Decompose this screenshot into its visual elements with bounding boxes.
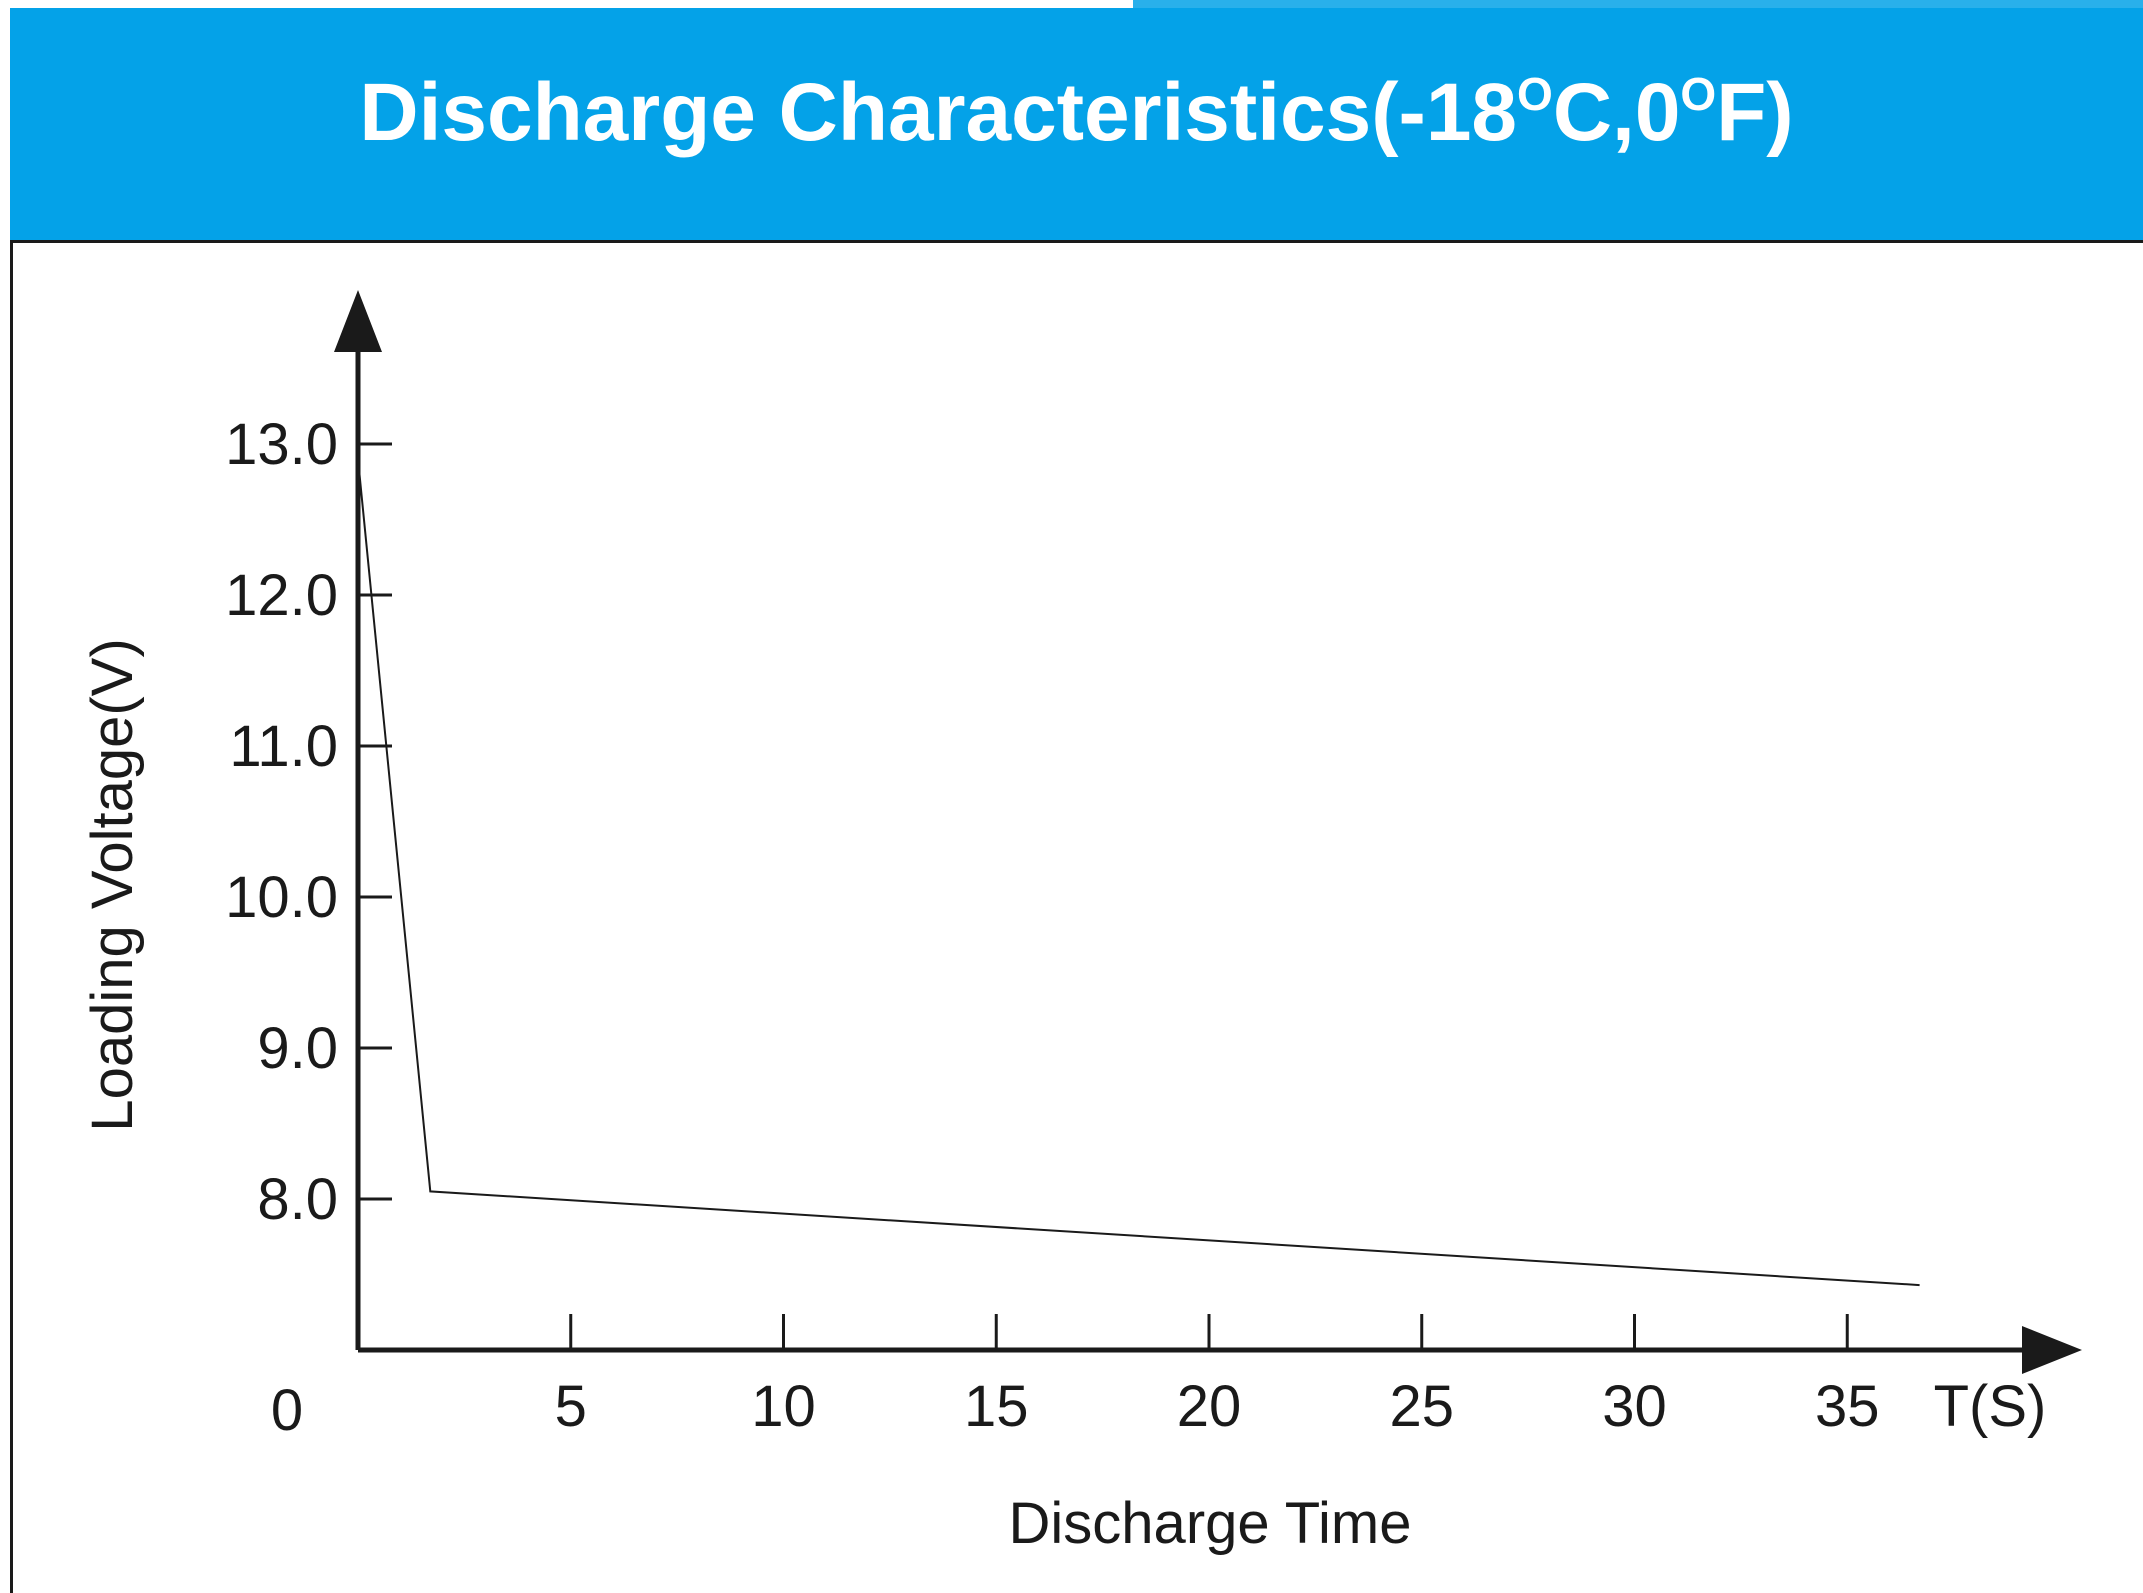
x-tick-label: 25: [1389, 1374, 1454, 1439]
y-tick-label: 12.0: [225, 563, 338, 628]
chart-title-prefix: Discharge Characteristics(-18: [359, 67, 1518, 158]
x-tick-label: 10: [751, 1374, 816, 1439]
x-tick-label: 35: [1815, 1374, 1880, 1439]
chart-series: [357, 459, 1920, 1287]
degree-symbol-fahrenheit: O: [1680, 68, 1717, 120]
y-axis-arrow: [334, 290, 382, 352]
x-tick-label: 20: [1177, 1374, 1242, 1439]
origin-label: 0: [271, 1378, 303, 1443]
x-axis-arrow: [2022, 1326, 2082, 1374]
chart-header: Discharge Characteristics(-18OC,0OF): [10, 8, 2143, 243]
discharge-curve: [357, 459, 1920, 1287]
header-top-strip: [1133, 0, 2143, 8]
chart-title-mid: C,0: [1552, 67, 1681, 158]
y-axis-label: Loading Voltage(V): [80, 638, 145, 1131]
x-tick-label: 30: [1602, 1374, 1667, 1439]
y-tick-label: 8.0: [257, 1167, 338, 1232]
chart-axes: [334, 290, 2082, 1374]
x-unit-label: T(S): [1934, 1374, 2047, 1439]
chart-title: Discharge Characteristics(-18OC,0OF): [10, 71, 2143, 154]
x-axis-label: Discharge Time: [1009, 1491, 1412, 1556]
y-tick-label: 11.0: [229, 714, 338, 779]
degree-symbol-celsius: O: [1517, 68, 1553, 120]
chart-ticks: 8.0 9.0 10.0 11.0 12.0 13.0 5 10 15 20 25 30 35: [225, 412, 1879, 1439]
chart-frame: [10, 243, 2143, 1593]
y-tick-label: 10.0: [225, 865, 338, 930]
x-tick-label: 15: [964, 1374, 1029, 1439]
x-tick-label: 5: [555, 1374, 587, 1439]
y-tick-label: 13.0: [225, 412, 338, 477]
chart-title-suffix: F): [1716, 67, 1794, 158]
y-tick-label: 9.0: [257, 1016, 338, 1081]
